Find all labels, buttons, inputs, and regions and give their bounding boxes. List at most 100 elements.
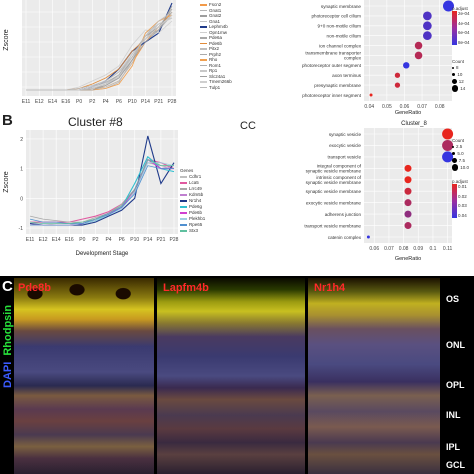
go-term-label: complex — [344, 55, 362, 60]
x-tick-label: E11 — [26, 237, 35, 243]
go-term-label: transport vesicle — [328, 155, 362, 160]
go-dots — [366, 128, 454, 239]
legend-swatch — [200, 20, 207, 22]
count-legend-label: 10 — [457, 72, 463, 77]
x-tick-label: P0 — [76, 99, 82, 105]
legend-item: Pde6g — [180, 204, 220, 210]
x-tick-label: P4 — [105, 237, 111, 243]
x-tick-label: P6 — [116, 99, 122, 105]
panel-a-legend: Fscn2 Gnat1 Gnat2 Gna1 Lephm4b Opn1mw Pde6a Pde… — [200, 2, 248, 90]
x-tick-label: 0.11 — [443, 246, 453, 252]
legend-swatch — [180, 230, 187, 232]
dotplot-title: Cluster_8 — [401, 121, 427, 127]
count-legend-item: 5.0 — [452, 150, 474, 157]
go-dot — [394, 72, 401, 78]
legend-swatch — [200, 37, 207, 39]
go-dot — [404, 222, 412, 230]
y-axis-label: Zscore — [3, 29, 10, 51]
legend-tick: 6e-04 — [458, 30, 470, 36]
legend-label: Rho — [209, 57, 218, 62]
legend-swatch — [200, 64, 207, 66]
panel-b-legend: Genes Cdhr1 Lca5 Lrrc49 Kdm5b Nr1h4 Pde6g Pde6… — [180, 168, 220, 234]
layer-label-onl: ONL — [446, 340, 465, 350]
x-tick-label: 0.1 — [429, 246, 436, 252]
plot-background — [22, 0, 176, 96]
legend-item: Pde6a — [200, 35, 248, 41]
micrograph-pde8b: Pde8b — [14, 278, 154, 474]
retina-layer-labels: OS ONL OPL INL IPL GCL — [444, 276, 474, 474]
count-legend-title: Count — [452, 59, 465, 64]
legend-label: Rp1 — [209, 68, 218, 73]
legend-tick: 0.01 — [458, 184, 467, 189]
legend-tick: 0.04 — [458, 212, 467, 218]
legend-item: Rom1 — [200, 63, 248, 69]
count-legend-item: 12 — [452, 78, 474, 85]
panel-a-go-dotplot: synaptic membrane photoreceptor cell cili… — [302, 0, 454, 116]
count-legend-label: 7.5 — [458, 158, 466, 163]
go-term-label: exocytic vesicle membrane — [306, 200, 362, 205]
legend-item: Kdm5b — [180, 192, 220, 198]
legend-title: Genes — [180, 168, 194, 173]
go-term-label: intrinsic component of — [316, 175, 361, 180]
legend-item: Lca5 — [180, 180, 220, 186]
x-tick-labels: 0.04 0.05 0.06 0.07 0.08 — [364, 104, 444, 110]
go-dot — [442, 151, 454, 163]
legend-item: Pde6b — [180, 210, 220, 216]
legend-tick: 0.02 — [458, 193, 467, 199]
go-term-label: synaptic vesicle — [329, 132, 362, 137]
series-line-stx3 — [29, 159, 174, 224]
layer-label-gcl: GCL — [446, 460, 465, 470]
legend-label: Pde6g — [189, 204, 203, 209]
legend-label: Fscn2 — [209, 2, 222, 7]
legend-label: Slc24a1 — [209, 73, 226, 79]
legend-label: Lca5 — [189, 180, 199, 185]
layer-label-inl: INL — [446, 410, 461, 420]
legend-label: Tmem266b — [209, 79, 232, 84]
go-dot — [423, 31, 432, 41]
x-tick-label: P28 — [168, 99, 177, 105]
go-dot — [423, 11, 432, 21]
layer-label-ipl: IPL — [446, 442, 461, 452]
layer-label-os: OS — [446, 294, 460, 304]
panel-c-letter: C — [2, 278, 13, 295]
x-tick-label: P4 — [103, 99, 109, 105]
legend-item: Gnat2 — [200, 13, 248, 19]
legend-swatch — [200, 70, 207, 72]
dotplot-background — [364, 0, 452, 101]
legend-item: Lrrc49 — [180, 186, 220, 192]
x-tick-label: P2 — [89, 99, 95, 105]
x-tick-label: P10 — [128, 99, 137, 105]
panel-b-line-chart: E11 E12 E14 E16 P0 P2 P4 P6 P10 P14 P21 P28 -1 0 1 2 Z… — [3, 130, 179, 257]
go-term-label: synaptic vesicle membrane — [306, 180, 362, 185]
y-axis-label: Zscore — [3, 171, 10, 193]
grid — [364, 0, 452, 101]
cc-label: CC — [240, 120, 256, 132]
go-term-labels: synaptic vesicle exocytic vesicle transpor… — [304, 132, 361, 240]
x-tick-label: 0.07 — [417, 104, 427, 110]
panel-b-go-legend: Count 2.5 5.0 7.5 10.0 p.adjust 0.01 0.02 0.0… — [452, 138, 474, 218]
go-dot — [414, 51, 423, 60]
x-tick-label: E16 — [61, 99, 70, 105]
legend-label: Lrrc49 — [189, 186, 202, 191]
legend-item: Lephm4b — [200, 24, 248, 30]
series-line-tulp1 — [26, 11, 173, 91]
legend-swatch — [200, 48, 207, 50]
x-tick-label: 0.05 — [382, 104, 392, 110]
go-dot — [404, 164, 412, 172]
legend-item: Pde6b — [200, 41, 248, 47]
legend-label: Stx3 — [189, 228, 199, 233]
legend-swatch — [180, 188, 187, 190]
legend-swatch — [180, 200, 187, 202]
x-tick-label: E11 — [22, 99, 31, 105]
stain-label: Pde8b — [18, 282, 52, 294]
x-tick-label: P6 — [119, 237, 125, 243]
count-legend-label: 10.0 — [460, 165, 469, 170]
count-legend-title: Count — [452, 138, 465, 143]
count-legend-label: 8 — [456, 65, 459, 70]
plot-background — [26, 130, 178, 234]
count-legend-dot — [452, 158, 457, 163]
series-line-rpe65 — [29, 165, 174, 224]
go-dot — [366, 235, 370, 239]
count-legend-item: 7.5 — [452, 157, 474, 164]
legend-label: Lephm4b — [209, 24, 228, 29]
